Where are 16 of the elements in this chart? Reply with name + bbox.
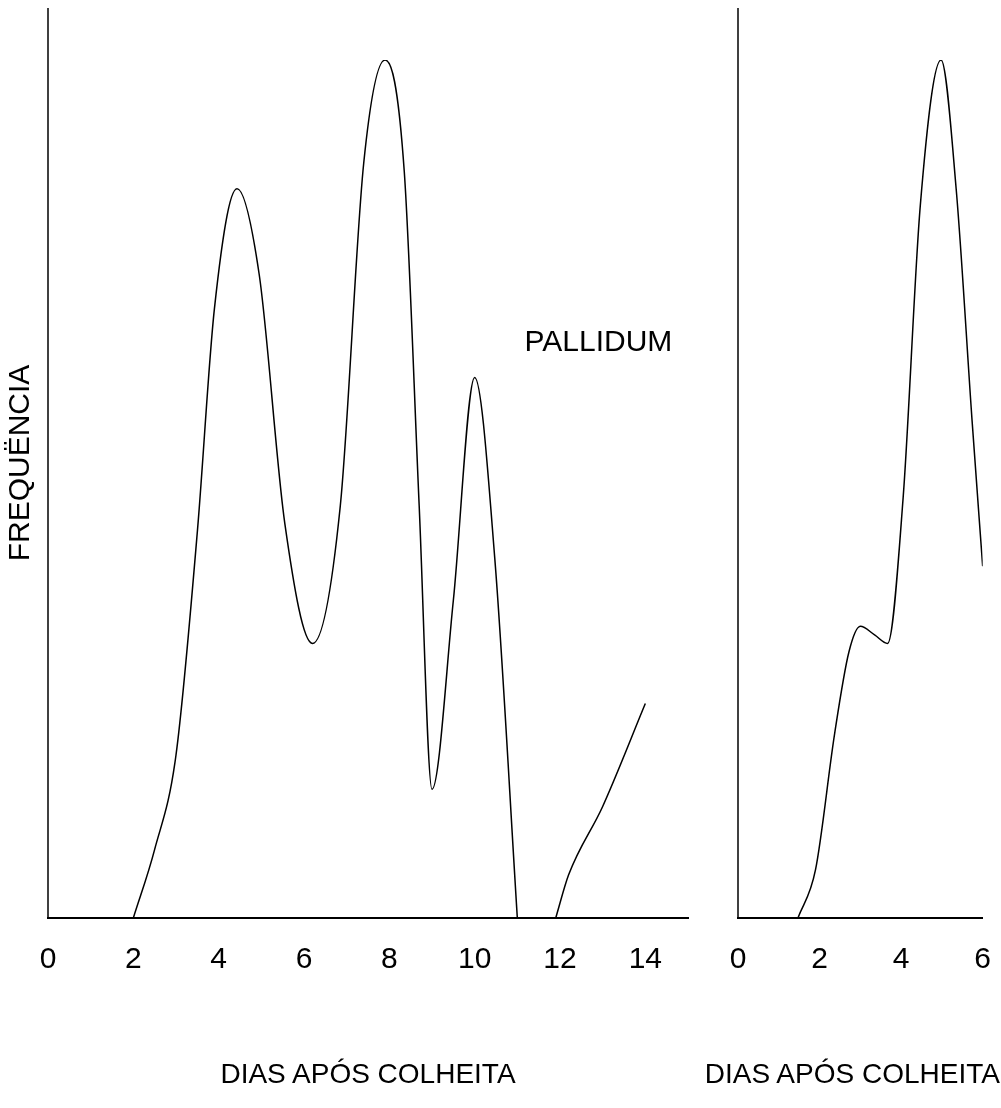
x-tick-label: 0	[39, 941, 57, 975]
x-tick-label: 6	[295, 941, 313, 975]
annotation: PALLIDUM	[524, 324, 673, 358]
x-axis-title: DIAS APÓS COLHEITA	[220, 1057, 516, 1089]
x-tick-label: 6	[974, 941, 991, 975]
x-tick-label: 0	[729, 941, 747, 975]
x-axis-title: DIAS APÓS COLHEITA	[704, 1057, 1001, 1089]
x-tick-label: 2	[811, 941, 828, 975]
x-tick-label: 8	[380, 941, 398, 975]
x-tick-label: 4	[210, 941, 228, 975]
x-tick-label: 10	[457, 941, 492, 975]
y-axis-title: FREQUËNCIA	[2, 364, 36, 562]
x-tick-label: 2	[124, 941, 142, 975]
x-tick-label: 4	[892, 941, 910, 975]
x-tick-label: 12	[543, 941, 577, 975]
x-tick-label: 14	[628, 941, 663, 975]
